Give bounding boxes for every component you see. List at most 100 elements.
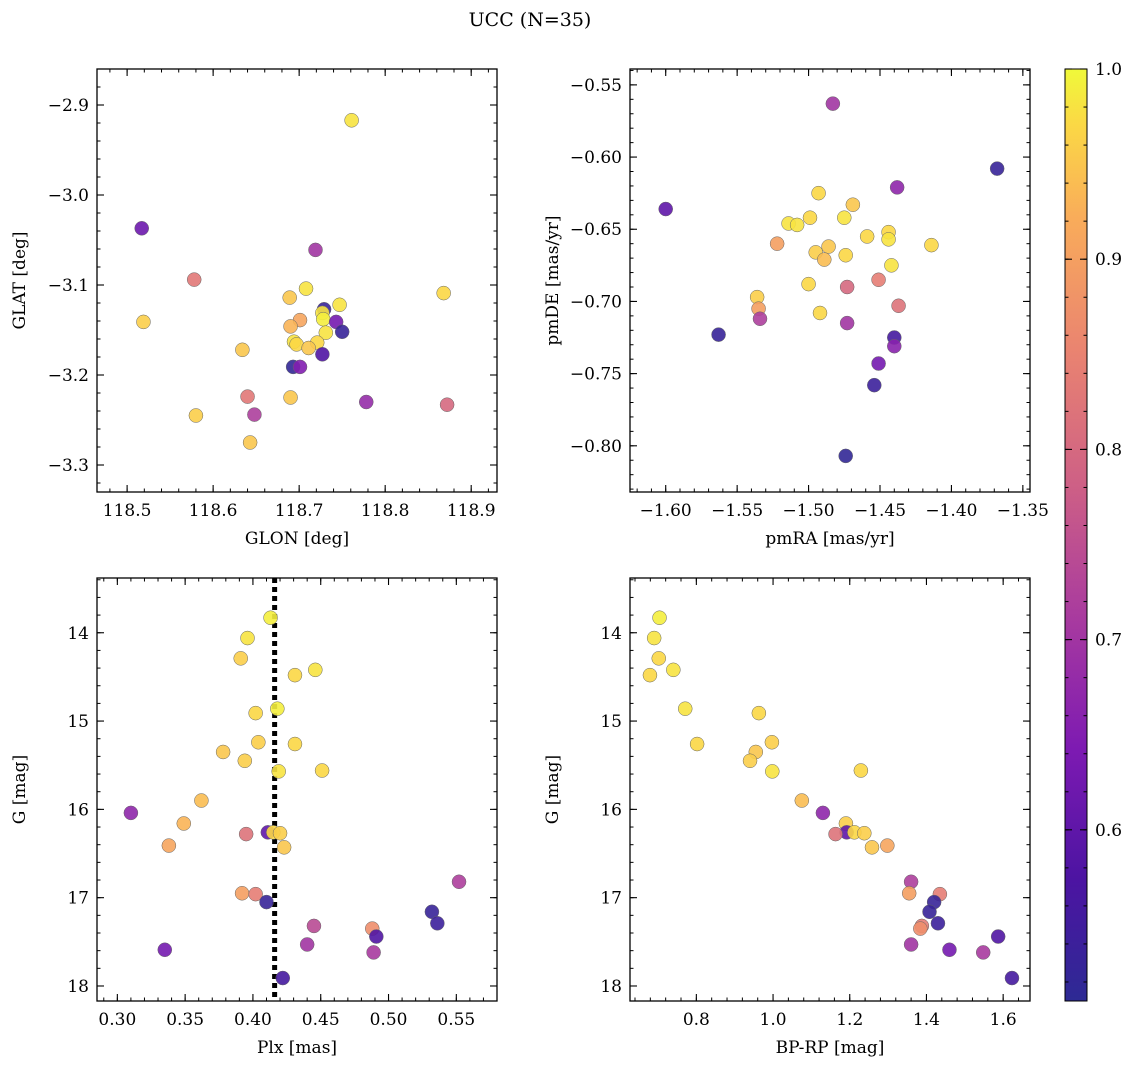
data-point xyxy=(301,340,316,356)
data-point xyxy=(242,435,258,450)
data-point xyxy=(287,736,303,752)
data-point xyxy=(289,337,304,352)
data-point xyxy=(838,448,853,464)
data-point xyxy=(318,325,334,340)
data-point xyxy=(248,886,263,902)
colorbar: 0.6 0.7 0.8 0.9 1.0 xyxy=(1064,60,1122,1002)
x-tick-label: −1.60 xyxy=(640,501,692,521)
data-point xyxy=(276,840,292,855)
data-point xyxy=(651,651,667,666)
data-point xyxy=(871,272,886,288)
data-point xyxy=(881,232,896,247)
x-tick-label: 0.50 xyxy=(370,1010,408,1030)
data-point xyxy=(930,916,946,931)
data-point xyxy=(711,327,726,342)
data-point xyxy=(186,272,202,287)
x-tick-label: −1.55 xyxy=(711,501,763,521)
data-point xyxy=(344,113,359,128)
data-point xyxy=(251,735,266,750)
axes-frame xyxy=(96,68,498,493)
x-tick-label: 0.35 xyxy=(166,1010,204,1030)
x-axis-label: pmRA [mas/yr] xyxy=(765,529,894,549)
data-point xyxy=(839,279,855,295)
data-point xyxy=(884,258,899,273)
y-tick-label: −0.65 xyxy=(570,220,622,240)
data-point xyxy=(652,610,667,625)
data-point xyxy=(283,319,298,334)
data-point xyxy=(248,705,263,721)
y-tick-label: 18 xyxy=(600,977,622,997)
data-point xyxy=(298,281,314,296)
data-point xyxy=(666,662,681,678)
data-point xyxy=(136,314,151,330)
data-point xyxy=(825,96,841,111)
data-point xyxy=(857,825,872,841)
data-point xyxy=(332,297,347,313)
x-tick-label: 1.2 xyxy=(836,1010,863,1030)
x-tick-label: 118.5 xyxy=(103,501,152,521)
y-tick-label: −0.70 xyxy=(570,292,622,312)
data-point xyxy=(752,311,768,327)
data-point xyxy=(308,242,323,258)
axes-frame xyxy=(629,68,1031,493)
data-point xyxy=(315,311,331,327)
data-point xyxy=(817,252,832,267)
x-tick-label: −1.40 xyxy=(925,501,977,521)
data-point xyxy=(942,942,957,958)
data-point xyxy=(366,945,381,960)
x-axis-label: Plx [mas] xyxy=(257,1038,337,1058)
x-tick-label: −1.50 xyxy=(783,501,835,521)
data-point xyxy=(821,239,836,254)
y-tick-label: 16 xyxy=(67,800,89,820)
y-tick-label: −3.2 xyxy=(48,366,89,386)
x-tick-label: 0.55 xyxy=(437,1010,475,1030)
data-point xyxy=(845,197,861,212)
data-point xyxy=(263,610,278,625)
data-point xyxy=(161,838,177,853)
x-tick-label: 0.45 xyxy=(302,1010,340,1030)
data-point xyxy=(769,236,785,251)
y-axis-label: pmDE [mas/yr] xyxy=(543,215,563,345)
data-point xyxy=(176,816,192,831)
data-point xyxy=(677,701,693,716)
data-point xyxy=(880,838,895,853)
x-tick-label: 1.6 xyxy=(990,1010,1017,1030)
data-point xyxy=(157,942,173,958)
y-axis-label: G [mag] xyxy=(10,755,30,824)
data-point xyxy=(451,874,467,890)
x-tick-label: 0.40 xyxy=(234,1010,272,1030)
data-point xyxy=(314,763,330,778)
data-point xyxy=(838,247,853,263)
data-point xyxy=(887,338,902,354)
y-tick-label: 15 xyxy=(600,712,622,732)
data-point xyxy=(287,667,303,683)
data-point xyxy=(275,970,291,986)
data-point xyxy=(751,705,767,721)
data-point xyxy=(271,764,286,779)
data-point xyxy=(871,356,886,371)
data-point xyxy=(308,662,323,678)
y-tick-label: 18 xyxy=(67,977,89,997)
data-point xyxy=(913,921,928,936)
data-point xyxy=(859,229,875,244)
x-axis-label: BP-RP [mag] xyxy=(776,1038,885,1058)
y-tick-label: −3.0 xyxy=(48,186,89,206)
data-point xyxy=(839,315,855,331)
data-point xyxy=(794,793,810,808)
data-point xyxy=(646,630,662,646)
data-point xyxy=(689,736,705,752)
data-point xyxy=(812,305,828,321)
colorbar-gradient xyxy=(1064,68,1088,1002)
x-axis-label: GLON [deg] xyxy=(245,529,349,549)
data-point xyxy=(238,826,254,842)
x-tick-label: 0.8 xyxy=(683,1010,710,1030)
data-point xyxy=(815,805,831,821)
colorbar-tick-label: 0.6 xyxy=(1095,821,1122,841)
y-tick-label: −2.9 xyxy=(48,96,89,116)
data-point xyxy=(989,161,1005,176)
data-point xyxy=(789,217,805,233)
x-tick-label: 1.4 xyxy=(913,1010,940,1030)
y-tick-label: 15 xyxy=(67,712,89,732)
colorbar-tick-label: 0.9 xyxy=(1095,250,1122,270)
data-point xyxy=(802,210,818,225)
